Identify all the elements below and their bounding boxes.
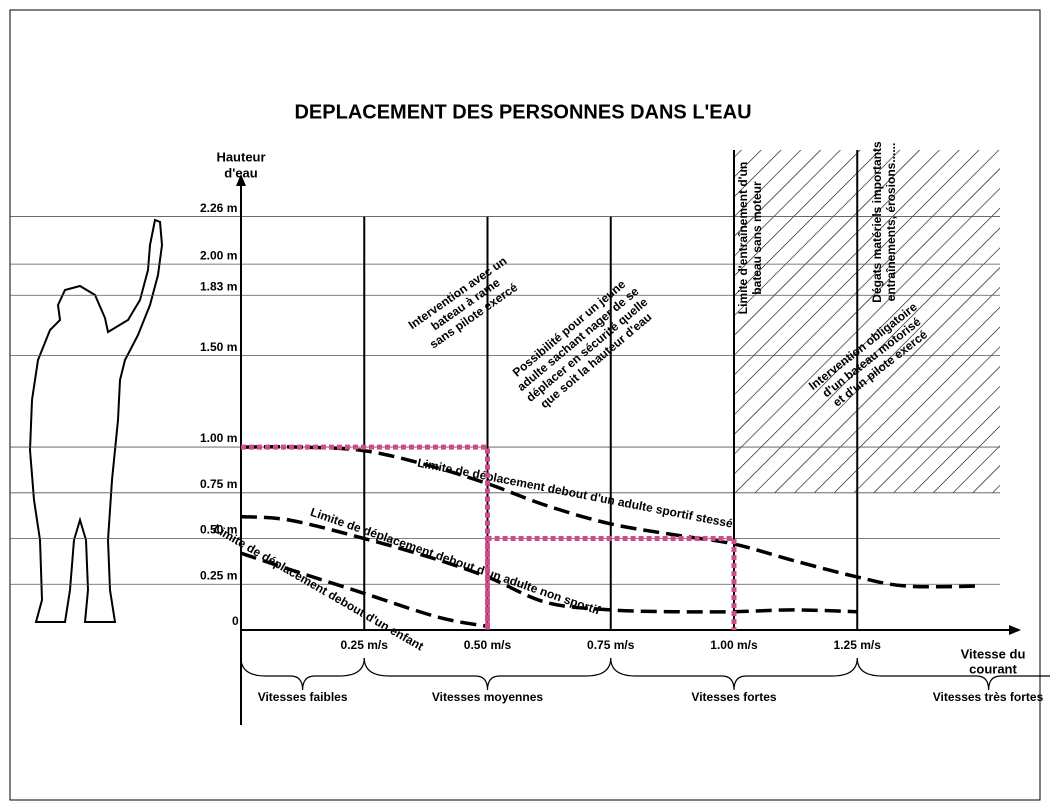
annotation: Limite d'entraînement d'un bbox=[736, 162, 750, 314]
y-tick-label: 0 bbox=[232, 614, 239, 628]
x-axis-label: Vitesse du bbox=[961, 646, 1026, 661]
x-tick-label: 1.00 m/s bbox=[710, 638, 758, 652]
y-axis-label: Hauteur bbox=[216, 149, 265, 164]
chart: DEPLACEMENT DES PERSONNES DANS L'EAU 0 0.… bbox=[0, 0, 1050, 812]
y-axis-label: d'eau bbox=[224, 165, 257, 180]
annotation: bateau sans moteur bbox=[750, 181, 764, 295]
annotation: entraînements, érosions...... bbox=[884, 143, 898, 302]
zone-label: Vitesses faibles bbox=[258, 690, 348, 704]
y-tick-label: 2.26 m bbox=[200, 201, 237, 215]
x-axis-label: courant bbox=[969, 661, 1017, 676]
x-tick-label: 0.75 m/s bbox=[587, 638, 635, 652]
x-tick-label: 0.50 m/s bbox=[464, 638, 512, 652]
y-tick-label: 1.83 m bbox=[200, 279, 237, 293]
zone-label: Vitesses très fortes bbox=[933, 690, 1044, 704]
y-tick-label: 0.25 m bbox=[200, 568, 237, 582]
chart-title: DEPLACEMENT DES PERSONNES DANS L'EAU bbox=[294, 101, 751, 123]
y-tick-label: 2.00 m bbox=[200, 248, 237, 262]
hatched-zone bbox=[734, 150, 1000, 493]
x-tick-label: 1.25 m/s bbox=[834, 638, 882, 652]
x-tick-label: 0.25 m/s bbox=[341, 638, 389, 652]
annotation: Dégats matériels importants bbox=[870, 141, 884, 303]
y-tick-label: 1.00 m bbox=[200, 431, 237, 445]
y-tick-label: 0.75 m bbox=[200, 477, 237, 491]
zone-label: Vitesses moyennes bbox=[432, 690, 544, 704]
zone-label: Vitesses fortes bbox=[691, 690, 776, 704]
y-tick-label: 1.50 m bbox=[200, 340, 237, 354]
